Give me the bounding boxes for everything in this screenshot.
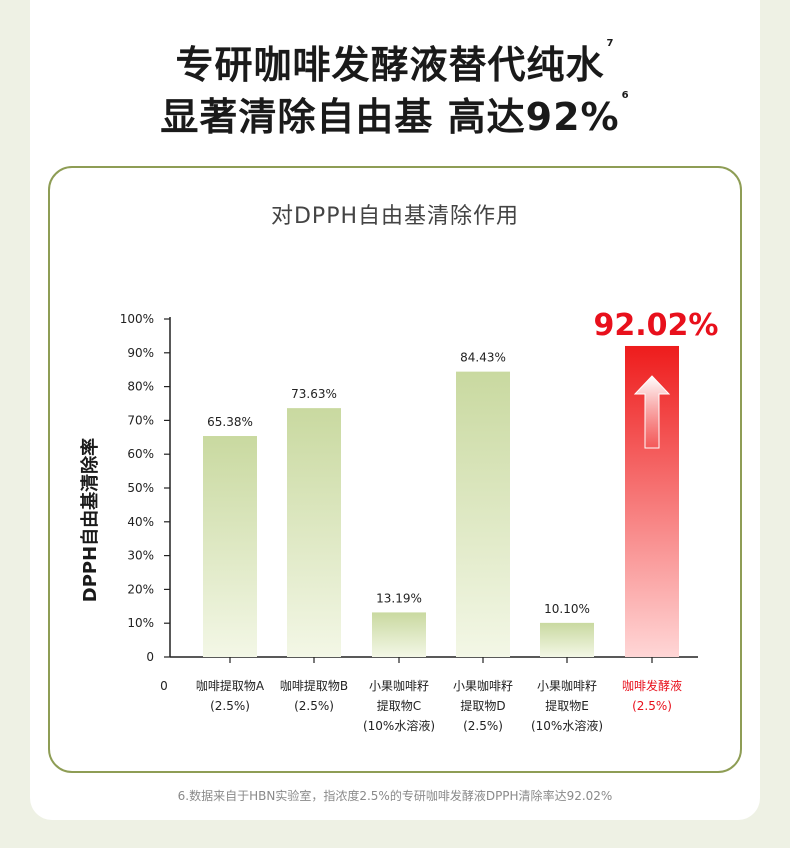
x-category-label: 小果咖啡籽 bbox=[537, 678, 597, 693]
bar bbox=[203, 436, 257, 657]
y-tick-label: 30% bbox=[127, 549, 154, 563]
y-axis-title: DPPH自由基清除率 bbox=[79, 438, 101, 602]
data-label: 10.10% bbox=[544, 602, 590, 616]
bar bbox=[456, 371, 510, 657]
x-category-label: 提取物E bbox=[545, 698, 589, 713]
x-category-label: 咖啡提取物B bbox=[280, 678, 348, 693]
y-tick-label: 40% bbox=[127, 515, 154, 529]
data-label: 65.38% bbox=[207, 415, 253, 429]
x-category-label: 小果咖啡籽 bbox=[453, 678, 513, 693]
data-label: 13.19% bbox=[376, 591, 422, 605]
x-category-label: (10%水溶液) bbox=[531, 718, 603, 733]
headline-line-2-text: 显著清除自由基 高达92% bbox=[160, 95, 620, 139]
bar bbox=[540, 622, 594, 657]
bar bbox=[287, 408, 341, 657]
x-origin-label: 0 bbox=[160, 679, 168, 693]
headline-line-1-text: 专研咖啡发酵液替代纯水 bbox=[175, 43, 605, 87]
y-tick-label: 90% bbox=[127, 346, 154, 360]
chart-title: 对DPPH自由基清除作用 bbox=[270, 204, 520, 229]
headline-line-1-footnote-ref: 7 bbox=[606, 38, 615, 49]
headline-line-1: 专研咖啡发酵液替代纯水 7 bbox=[0, 34, 790, 89]
y-tick-label: 70% bbox=[127, 413, 154, 427]
x-category-label: 咖啡提取物A bbox=[196, 678, 265, 693]
arrow-up-icon bbox=[633, 375, 671, 449]
y-tick-label: 60% bbox=[127, 447, 154, 461]
data-label: 73.63% bbox=[291, 387, 337, 401]
y-tick-label: 0 bbox=[146, 650, 154, 664]
x-category-label: (10%水溶液) bbox=[363, 718, 435, 733]
x-category-label: 咖啡发酵液 bbox=[622, 678, 682, 693]
bar bbox=[372, 612, 426, 657]
x-category-label: 小果咖啡籽 bbox=[369, 678, 429, 693]
x-category-label: (2.5%) bbox=[294, 699, 334, 713]
y-tick-label: 80% bbox=[127, 380, 154, 394]
data-label-highlight: 92.02% bbox=[594, 308, 719, 343]
x-category-label: (2.5%) bbox=[463, 719, 503, 733]
y-tick-label: 10% bbox=[127, 616, 154, 630]
x-category-label: (2.5%) bbox=[632, 699, 672, 713]
headline-line-2: 显著清除自由基 高达92% 6 bbox=[0, 86, 790, 141]
headline-line-2-footnote-ref: 6 bbox=[621, 90, 630, 101]
y-tick-label: 100% bbox=[120, 312, 154, 326]
data-label: 84.43% bbox=[460, 351, 506, 365]
y-tick-label: 50% bbox=[127, 481, 154, 495]
x-category-label: 提取物D bbox=[460, 698, 505, 713]
x-category-label: (2.5%) bbox=[210, 699, 250, 713]
footnote: 6.数据来自于HBN实验室，指浓度2.5%的专研咖啡发酵液DPPH清除率达92.… bbox=[177, 789, 613, 803]
x-category-label: 提取物C bbox=[377, 698, 421, 713]
y-tick-label: 20% bbox=[127, 582, 154, 596]
